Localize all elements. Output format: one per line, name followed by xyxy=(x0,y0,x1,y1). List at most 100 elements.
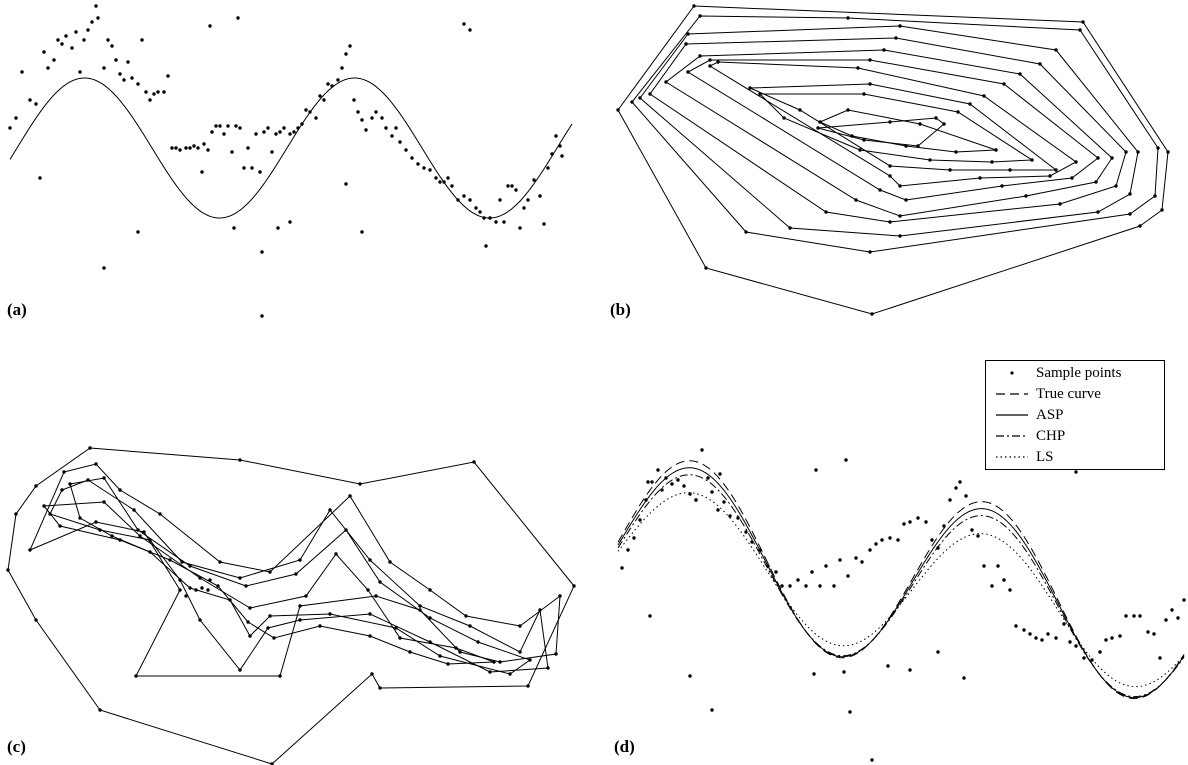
sample-point xyxy=(554,652,558,656)
sample-point xyxy=(456,198,460,202)
sample-point xyxy=(298,618,302,622)
hull-layer-6 xyxy=(687,59,1099,201)
chp-curve xyxy=(617,474,1185,698)
sample-point xyxy=(1018,72,1022,76)
polygon-layer-5 xyxy=(43,501,495,665)
sample-point xyxy=(238,458,242,462)
sample-point xyxy=(184,146,188,150)
sample-point xyxy=(638,96,642,100)
sample-point xyxy=(664,80,668,84)
sample-point xyxy=(94,462,98,466)
sample-point xyxy=(96,16,100,20)
sample-point xyxy=(238,126,242,130)
sample-point xyxy=(216,584,220,588)
panel-c-label: (c) xyxy=(7,737,26,756)
sample-point xyxy=(136,528,140,532)
sample-point xyxy=(954,150,958,154)
sample-point xyxy=(86,478,90,482)
sample-point xyxy=(1038,62,1042,66)
sample-point xyxy=(304,108,308,112)
legend-item-ls: LS xyxy=(986,447,1164,467)
sample-point xyxy=(328,508,332,512)
sample-point xyxy=(694,498,698,502)
sample-point xyxy=(292,130,296,134)
sample-point xyxy=(650,480,654,484)
sample-point xyxy=(28,98,32,102)
sample-point xyxy=(168,558,172,562)
sample-point xyxy=(282,126,286,130)
sample-point xyxy=(616,108,620,112)
sample-point xyxy=(14,116,18,120)
sample-point xyxy=(200,170,204,174)
panel-a-fitted-curve: (a) xyxy=(0,0,594,330)
polygon-layer-2 xyxy=(29,463,561,677)
sample-point xyxy=(646,480,650,484)
sample-point xyxy=(202,142,206,146)
sample-point xyxy=(356,110,360,114)
sample-point xyxy=(308,110,312,114)
legend: Sample points True curve ASP CHP LS xyxy=(985,360,1165,470)
sample-point xyxy=(1156,146,1160,150)
sample-point xyxy=(360,230,364,234)
sample-point xyxy=(296,126,300,130)
sample-point xyxy=(188,564,192,568)
sample-point xyxy=(102,66,106,70)
sample-point xyxy=(844,458,848,462)
sample-point xyxy=(1104,638,1108,642)
sample-point xyxy=(558,594,562,598)
sample-point xyxy=(474,206,478,210)
sample-point xyxy=(422,166,426,170)
sample-point xyxy=(134,674,138,678)
sample-point xyxy=(258,170,262,174)
sample-point xyxy=(6,568,10,572)
legend-label-sample-points: Sample points xyxy=(1036,365,1122,381)
sample-point xyxy=(1058,202,1062,206)
sample-point xyxy=(648,92,652,96)
sample-point xyxy=(408,650,412,654)
sample-point xyxy=(968,102,972,106)
sample-point xyxy=(62,470,66,474)
sample-point xyxy=(314,116,318,120)
sample-point xyxy=(418,604,422,608)
sample-point xyxy=(472,460,476,464)
sample-point xyxy=(1170,608,1174,612)
sample-point xyxy=(1030,158,1034,162)
sample-point xyxy=(82,38,86,42)
sample-point xyxy=(492,660,496,664)
sample-point xyxy=(236,16,240,20)
sample-point xyxy=(870,758,874,762)
sample-point xyxy=(510,184,514,188)
sample-point xyxy=(648,614,652,618)
sample-point xyxy=(886,664,890,668)
sample-point xyxy=(194,588,198,592)
polygon-layer-1 xyxy=(7,447,575,765)
sample-point xyxy=(74,30,78,34)
sample-point xyxy=(846,16,850,20)
sample-point xyxy=(118,538,122,542)
sample-point xyxy=(1158,656,1162,660)
sample-point xyxy=(270,150,274,154)
sample-point xyxy=(722,500,726,504)
hull-layer-9 xyxy=(758,93,1034,163)
sample-point xyxy=(242,166,246,170)
sample-point xyxy=(118,488,122,492)
sample-point xyxy=(328,612,332,616)
sample-point xyxy=(888,120,892,124)
sample-point xyxy=(522,206,526,210)
sample-point xyxy=(428,168,432,172)
sample-point xyxy=(398,636,402,640)
sample-point xyxy=(198,618,202,622)
sample-point xyxy=(1054,636,1058,640)
sample-point xyxy=(908,668,912,672)
sample-point xyxy=(846,108,850,112)
sample-point xyxy=(34,102,38,106)
sample-point xyxy=(716,508,720,512)
fitted-curve xyxy=(9,77,573,219)
sample-point xyxy=(494,220,498,224)
sample-point xyxy=(538,194,542,198)
sample-point xyxy=(428,640,432,644)
legend-label-ls: LS xyxy=(1036,449,1054,465)
sample-point xyxy=(964,494,968,498)
legend-item-true-curve: True curve xyxy=(986,384,1164,404)
sample-point xyxy=(982,564,986,568)
